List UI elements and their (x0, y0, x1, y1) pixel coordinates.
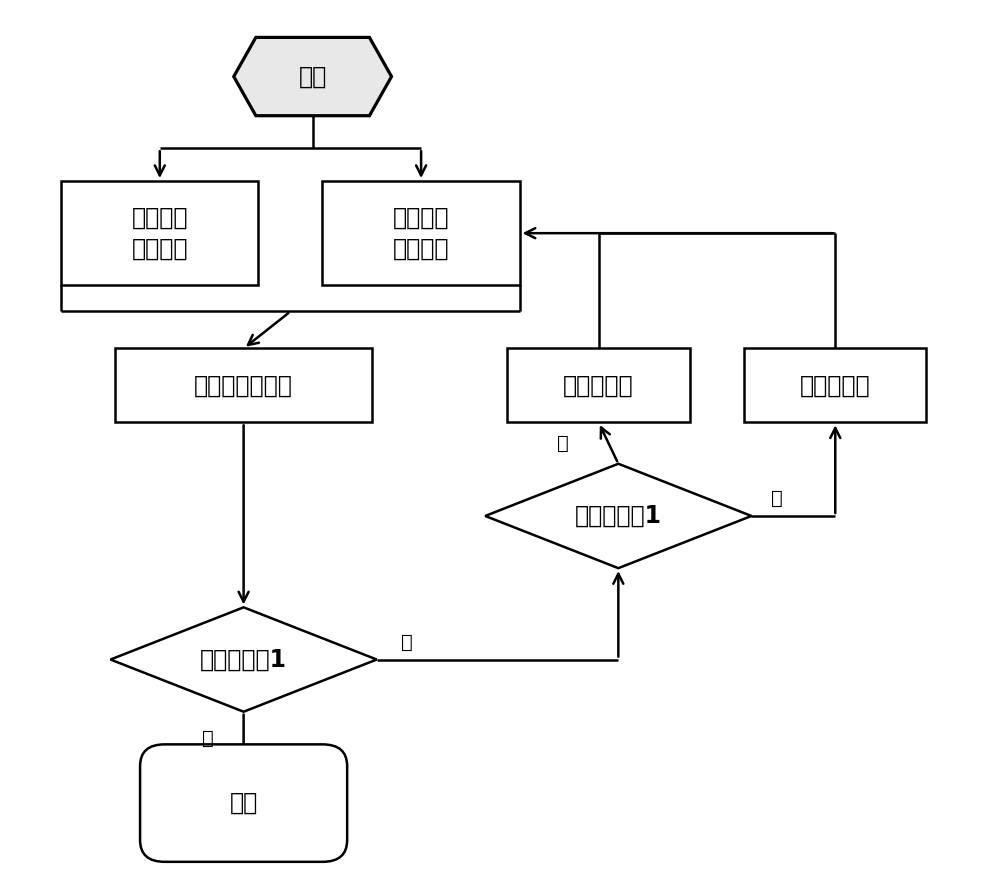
Text: 减小燃油量: 减小燃油量 (563, 373, 634, 398)
Bar (115, 348, 372, 423)
Bar (507, 348, 690, 423)
Text: 测定燃油
质量流量: 测定燃油 质量流量 (393, 205, 449, 261)
Text: 当量比大于1: 当量比大于1 (575, 504, 662, 528)
Text: 否: 否 (401, 633, 413, 652)
Text: 是: 是 (557, 433, 569, 453)
FancyBboxPatch shape (140, 744, 347, 862)
Bar (61, 181, 258, 286)
Bar (322, 181, 520, 286)
Text: 增加燃油量: 增加燃油量 (800, 373, 871, 398)
Polygon shape (234, 37, 392, 116)
Text: 否: 否 (771, 489, 783, 508)
Text: 当量比等于1: 当量比等于1 (200, 647, 287, 672)
Text: 是: 是 (202, 729, 214, 749)
Polygon shape (485, 464, 751, 568)
Text: 结束: 结束 (229, 791, 258, 815)
Text: 测定空气
质量流量: 测定空气 质量流量 (132, 205, 188, 261)
Text: 计算预混当量比: 计算预混当量比 (194, 373, 293, 398)
Text: 开始: 开始 (299, 65, 327, 88)
Polygon shape (110, 607, 377, 712)
Bar (744, 348, 926, 423)
